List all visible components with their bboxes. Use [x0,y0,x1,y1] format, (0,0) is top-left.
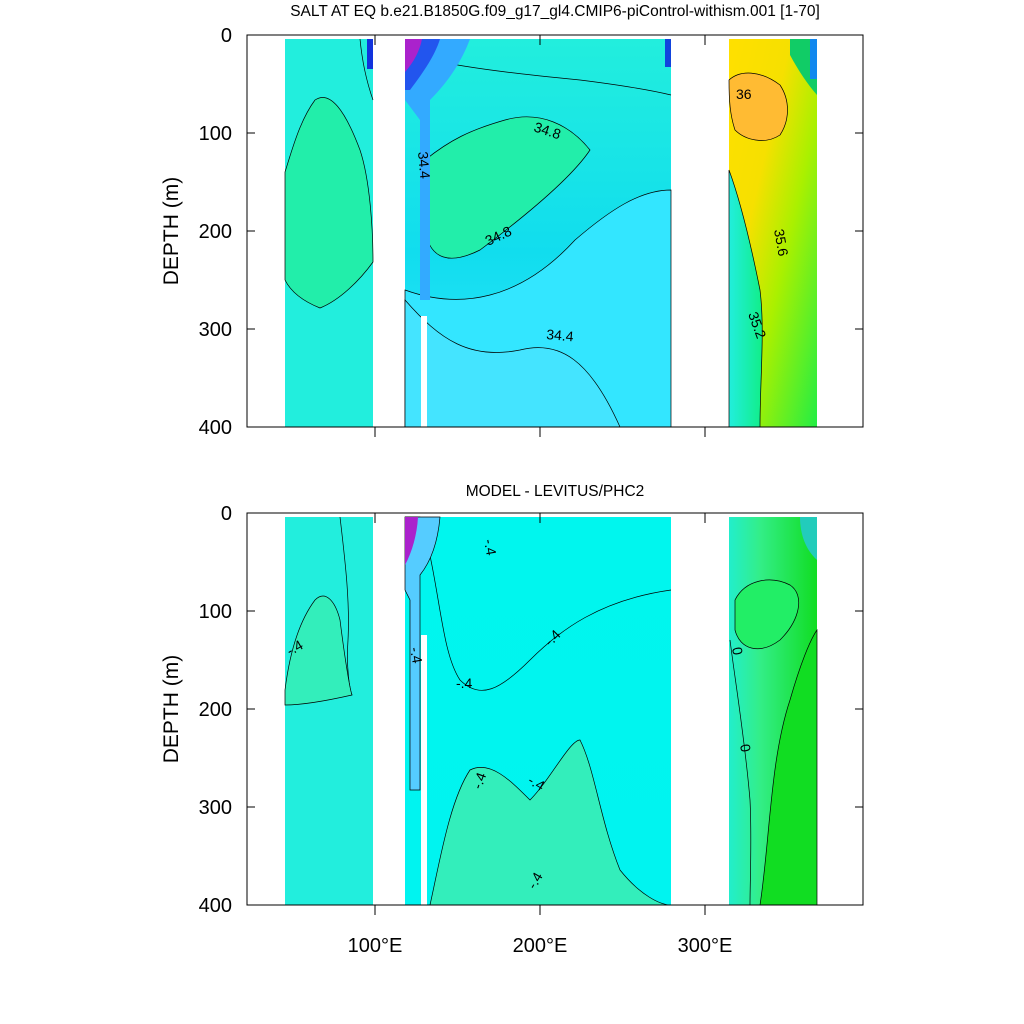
bottom-atlantic-positive-anomaly-upper [734,579,799,649]
bottom-pacific-lower-region [429,739,672,906]
top-panel: SALT AT EQ b.e21.B1850G.f09_g17_gl4.CMIP… [160,3,864,439]
top-plot-area [284,38,817,428]
top-pacific-mid-band [404,299,621,428]
bottom-y-tick-label: 200 [199,699,232,721]
bottom-pacific-warm-extreme [405,517,418,565]
top-contour-label: 36 [736,86,752,102]
bottom-contour-label: -.4 [407,646,426,665]
bottom-pacific-white-gap [421,635,427,905]
bottom-contour-labels: -.4 -.4 -.4 -.4 -.4 0 0 -.4 -.4 -.4 [284,538,755,892]
top-y-tick-label: 400 [199,417,232,439]
top-y-tick-label: 300 [199,319,232,341]
bottom-contour-label: -.4 [284,636,306,658]
top-atlantic-fresh-west [728,169,763,428]
top-pacific-warm-pool [405,39,470,300]
top-y-tick-label: 0 [221,25,232,47]
top-x-axis [374,35,706,437]
bottom-x-axis: 100°E 200°E 300°E [348,513,733,957]
top-contour-label: 34.4 [546,326,575,344]
bottom-atlantic-zero-contour [729,639,752,906]
bottom-y-tick-label: 400 [199,895,232,917]
top-pacific-east-edge [665,39,671,67]
top-y-axis: 0 100 200 300 400 DEPTH (m) [160,25,863,439]
top-y-axis-label: DEPTH (m) [160,177,183,286]
top-pacific-white-gap [421,316,427,427]
bottom-x-tick-label: 100°E [348,935,403,957]
bottom-indian-tongue [284,595,353,706]
bottom-indian-field [285,517,373,905]
bottom-y-tick-label: 0 [221,503,232,525]
bottom-panel-title: MODEL - LEVITUS/PHC2 [466,483,645,500]
bottom-contour-label: -.4 [481,538,500,557]
bottom-contour-label: -.4 [456,675,473,691]
bottom-plot-area [284,516,818,906]
top-pacific-contour-upper [429,59,672,96]
bottom-contour-label: -.4 [526,772,548,794]
top-pacific-warm-pool-extreme [405,39,422,72]
top-contour-label: 35.6 [771,228,792,258]
bottom-contour-label: -.4 [524,869,546,891]
top-panel-title: SALT AT EQ b.e21.B1850G.f09_g17_gl4.CMIP… [290,3,820,20]
bottom-x-tick-label: 300°E [678,935,733,957]
bottom-atlantic-positive-anomaly-deep [759,628,818,906]
bottom-y-axis-label: DEPTH (m) [160,655,183,764]
bottom-contour-label: 0 [729,646,746,657]
top-y-tick-label: 200 [199,221,232,243]
bottom-panel: MODEL - LEVITUS/PHC2 -.4 -.4 -.4 - [160,483,864,957]
top-atlantic-east-edge [810,39,817,79]
top-atlantic-very-high-salinity [728,72,788,141]
top-indian-contour-east [359,38,374,101]
top-contour-label: 34.4 [415,151,433,180]
bottom-contour-label: -.4 [469,770,490,791]
top-y-tick-label: 100 [199,123,232,145]
top-indian-high-salinity-tongue [284,97,374,309]
top-indian-east-edge [367,39,373,69]
bottom-pacific-warm-region [404,516,441,791]
bottom-y-axis: 0 100 200 300 400 DEPTH (m) [160,503,863,917]
bottom-y-tick-label: 100 [199,601,232,623]
bottom-pacific-band-upper [405,516,672,691]
bottom-y-tick-label: 300 [199,797,232,819]
top-pacific-high-salinity-core [424,116,591,259]
bottom-atlantic-surface-eddy [800,517,817,560]
bottom-contour-label: 0 [737,743,754,754]
bottom-x-tick-label: 200°E [513,935,568,957]
